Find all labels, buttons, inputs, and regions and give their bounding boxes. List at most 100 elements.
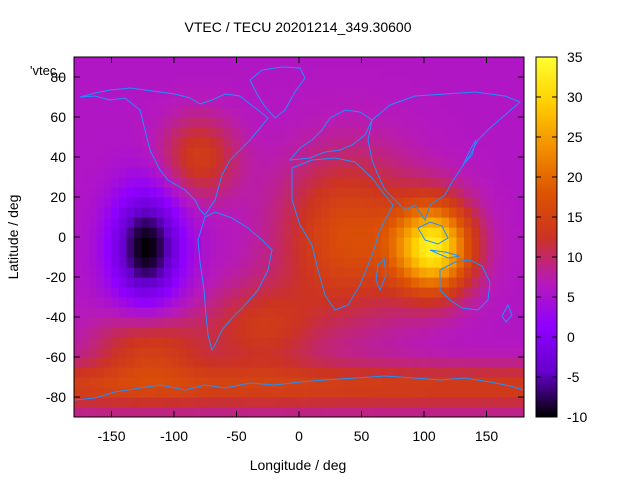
heatmap-cell: [336, 277, 345, 288]
heatmap-cell: [434, 277, 443, 288]
heatmap-cell: [156, 187, 165, 198]
heatmap-cell: [209, 397, 218, 408]
heatmap-cell: [276, 397, 285, 408]
heatmap-cell: [141, 57, 150, 68]
heatmap-cell: [254, 117, 263, 128]
heatmap-cell: [119, 177, 128, 188]
heatmap-cell: [134, 357, 143, 368]
heatmap-cell: [381, 217, 390, 228]
heatmap-cell: [411, 217, 420, 228]
heatmap-cell: [254, 347, 263, 358]
heatmap-cell: [209, 117, 218, 128]
heatmap-cell: [231, 157, 240, 168]
heatmap-cell: [246, 287, 255, 298]
heatmap-cell: [194, 227, 203, 238]
heatmap-cell: [81, 377, 90, 388]
heatmap-cell: [441, 107, 450, 118]
heatmap-cell: [254, 407, 263, 417]
heatmap-cell: [441, 77, 450, 88]
heatmap-cell: [516, 197, 524, 208]
heatmap-cell: [96, 97, 105, 108]
heatmap-cell: [104, 357, 113, 368]
heatmap-cell: [501, 267, 510, 278]
heatmap-cell: [351, 57, 360, 68]
heatmap-cell: [449, 117, 458, 128]
heatmap-cell: [359, 367, 368, 378]
heatmap-cell: [329, 167, 338, 178]
heatmap-cell: [404, 357, 413, 368]
heatmap-cell: [359, 157, 368, 168]
heatmap-cell: [419, 227, 428, 238]
heatmap-cell: [306, 167, 315, 178]
heatmap-cell: [239, 297, 248, 308]
heatmap-cell: [209, 137, 218, 148]
heatmap-cell: [359, 217, 368, 228]
heatmap-cell: [141, 157, 150, 168]
heatmap-cell: [366, 397, 375, 408]
heatmap-cell: [209, 167, 218, 178]
heatmap-cell: [261, 357, 270, 368]
heatmap-cell: [344, 237, 353, 248]
heatmap-cell: [411, 267, 420, 278]
heatmap-cell: [299, 257, 308, 268]
heatmap-cell: [89, 147, 98, 158]
heatmap-cell: [479, 287, 488, 298]
heatmap-cell: [261, 327, 270, 338]
heatmap-cell: [284, 377, 293, 388]
heatmap-cell: [426, 197, 435, 208]
heatmap-cell: [201, 67, 210, 78]
heatmap-cell: [486, 87, 495, 98]
heatmap-cell: [329, 407, 338, 417]
heatmap-cell: [269, 67, 278, 78]
heatmap-cell: [201, 107, 210, 118]
heatmap-cell: [246, 207, 255, 218]
heatmap-cell: [321, 177, 330, 188]
heatmap-cell: [389, 57, 398, 68]
heatmap-cell: [254, 87, 263, 98]
heatmap-cell: [321, 247, 330, 258]
heatmap-cell: [344, 247, 353, 258]
heatmap-cell: [344, 317, 353, 328]
heatmap-cell: [284, 57, 293, 68]
heatmap-cell: [74, 317, 83, 328]
heatmap-cell: [209, 227, 218, 238]
heatmap-cell: [276, 357, 285, 368]
heatmap-cell: [291, 287, 300, 298]
heatmap-cell: [486, 367, 495, 378]
heatmap-cell: [74, 107, 83, 118]
heatmap-cell: [381, 377, 390, 388]
heatmap-cell: [426, 297, 435, 308]
heatmap-cell: [419, 257, 428, 268]
heatmap-cell: [104, 97, 113, 108]
heatmap-cell: [396, 107, 405, 118]
heatmap-cell: [359, 57, 368, 68]
heatmap-cell: [201, 297, 210, 308]
heatmap-cell: [246, 247, 255, 258]
heatmap-cell: [516, 297, 524, 308]
heatmap-cell: [456, 177, 465, 188]
heatmap-cell: [314, 317, 323, 328]
heatmap-cell: [366, 187, 375, 198]
heatmap-cell: [516, 327, 524, 338]
heatmap-cell: [509, 317, 518, 328]
heatmap-cell: [149, 167, 158, 178]
heatmap-cell: [419, 277, 428, 288]
heatmap-cell: [419, 367, 428, 378]
heatmap-cell: [104, 237, 113, 248]
heatmap-cell: [104, 77, 113, 88]
heatmap-cell: [381, 157, 390, 168]
heatmap-cell: [276, 317, 285, 328]
heatmap-cell: [426, 367, 435, 378]
heatmap-cell: [126, 137, 135, 148]
heatmap-cell: [486, 67, 495, 78]
heatmap-cell: [509, 127, 518, 138]
heatmap-cell: [479, 337, 488, 348]
heatmap-cell: [291, 257, 300, 268]
heatmap-cell: [411, 307, 420, 318]
heatmap-cell: [389, 377, 398, 388]
heatmap-cell: [359, 67, 368, 78]
heatmap-cell: [441, 197, 450, 208]
heatmap-cell: [141, 327, 150, 338]
heatmap-cell: [351, 217, 360, 228]
heatmap-cell: [239, 167, 248, 178]
